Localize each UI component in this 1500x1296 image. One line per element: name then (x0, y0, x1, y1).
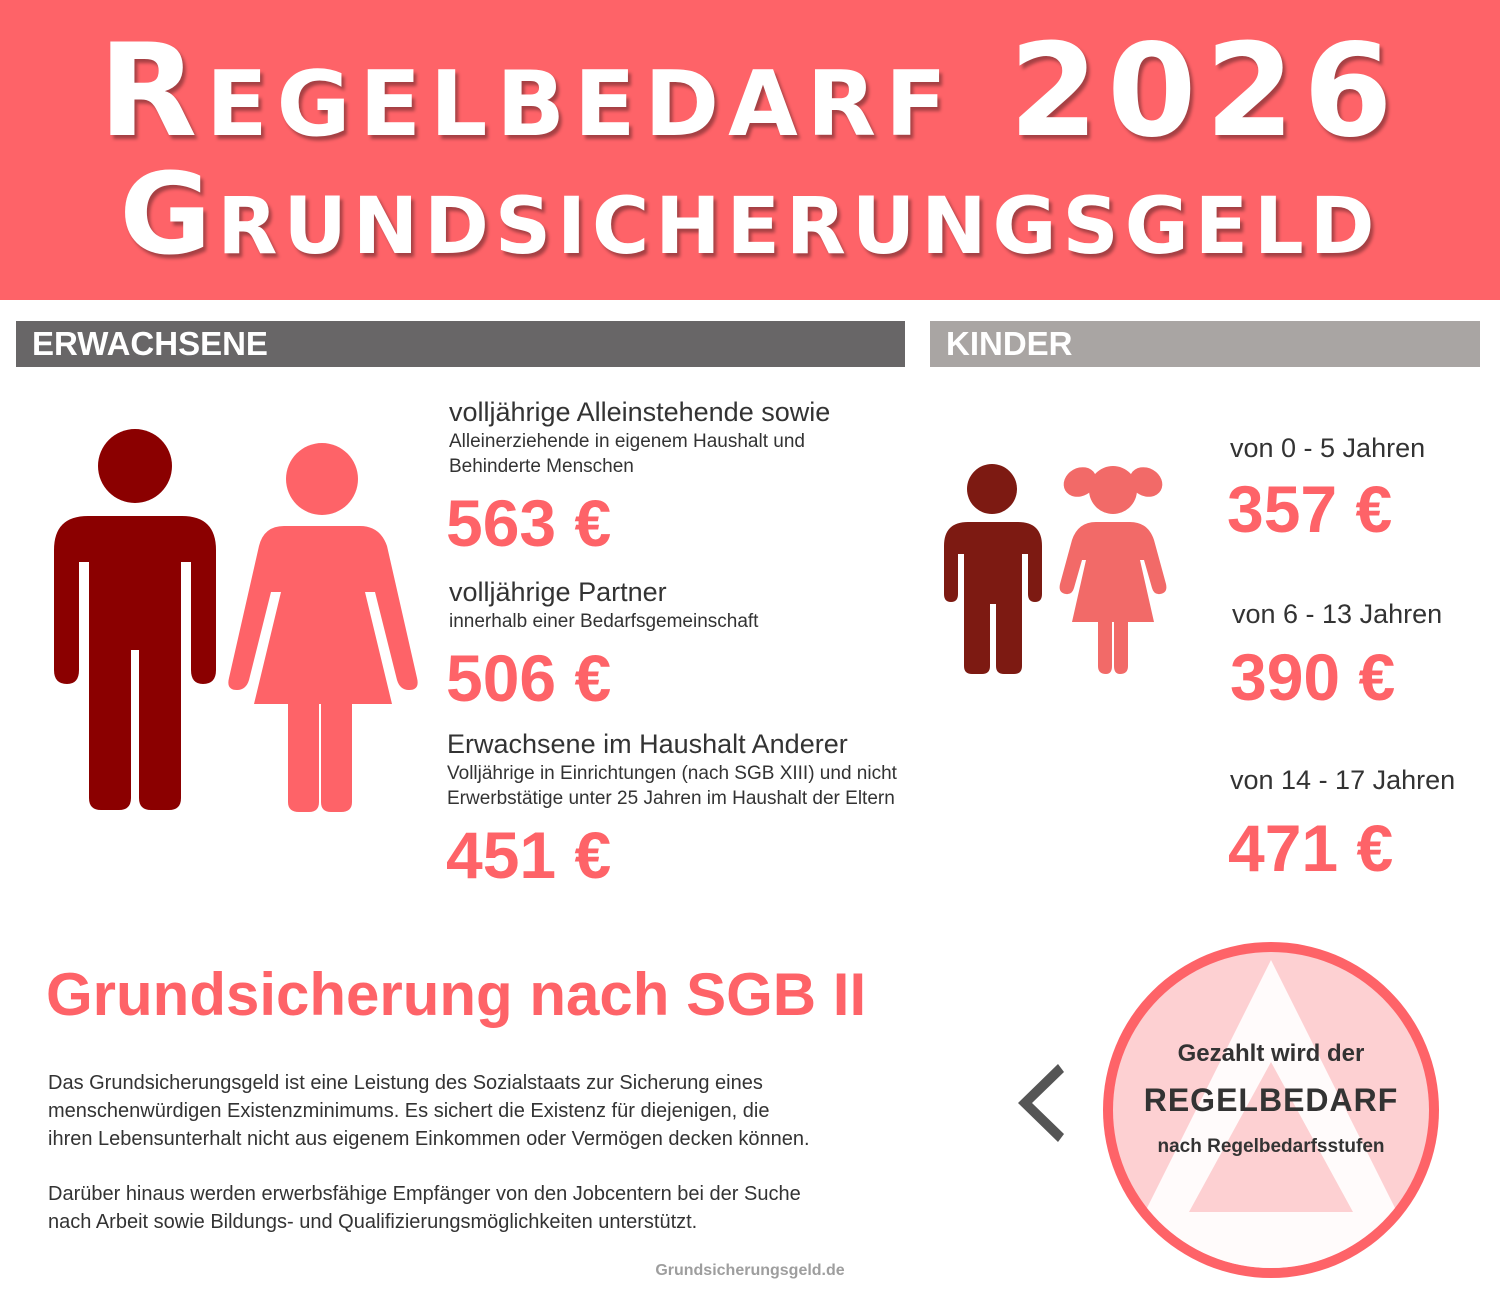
kids-section-bar: KINDER (930, 321, 1480, 367)
amount-single: 563 € (446, 486, 612, 560)
amount-kid-14-17: 471 € (1228, 811, 1394, 885)
adult-sub-other-2: Erwerbstätige unter 25 Jahren im Haushal… (447, 788, 895, 809)
badge-line-3: nach Regelbedarfsstufen (1157, 1136, 1385, 1157)
sgb-paragraph-2: Darüber hinaus werden erwerbsfähige Empf… (48, 1183, 801, 1233)
adult-heading-single: volljährige Alleinstehende sowie (449, 397, 831, 427)
amount-kid-6-13: 390 € (1230, 640, 1396, 714)
page-subtitle: Grundsicherungsgeld (119, 150, 1381, 280)
boy-icon (944, 464, 1042, 674)
sgb-paragraph-1: Das Grundsicherungsgeld ist eine Leistun… (48, 1072, 810, 1150)
kid-age-0-5: von 0 - 5 Jahren (1230, 433, 1426, 463)
amount-partner: 506 € (446, 641, 612, 715)
page-title: Regelbedarf 2026 (98, 17, 1402, 166)
kid-age-6-13: von 6 - 13 Jahren (1232, 599, 1443, 629)
amount-kid-0-5: 357 € (1227, 472, 1393, 546)
badge-line-1: Gezahlt wird der (1177, 1040, 1365, 1067)
adult-sub-single-1: Alleinerziehende in eigenem Haushalt und (449, 431, 805, 452)
adult-sub-other-1: Volljährige in Einrichtungen (nach SGB X… (447, 763, 897, 784)
adults-section-bar: ERWACHSENE (16, 321, 905, 367)
adult-sub-single-2: Behinderte Menschen (449, 456, 634, 477)
triangle-logo-icon (1117, 960, 1425, 1268)
girl-icon (1059, 466, 1167, 674)
adult-heading-other: Erwachsene im Haushalt Anderer (447, 729, 848, 759)
badge-inner-circle (1113, 952, 1429, 1268)
sgb-title: Grundsicherung nach SGB II (46, 961, 867, 1028)
kid-age-14-17: von 14 - 17 Jahren (1230, 765, 1456, 795)
adult-sub-partner-1: innerhalb einer Bedarfsgemeinschaft (449, 611, 759, 632)
regelbedarf-badge (1103, 942, 1439, 1278)
badge-line-2: REGELBEDARF (1143, 1082, 1399, 1118)
footer-site: Grundsicherungsgeld.de (655, 1262, 845, 1279)
chevron-left-icon (1018, 1064, 1064, 1142)
adult-heading-partner: volljährige Partner (449, 577, 667, 607)
woman-icon (228, 443, 418, 812)
man-icon (54, 429, 216, 810)
amount-other: 451 € (446, 818, 612, 892)
header-banner (0, 0, 1500, 300)
